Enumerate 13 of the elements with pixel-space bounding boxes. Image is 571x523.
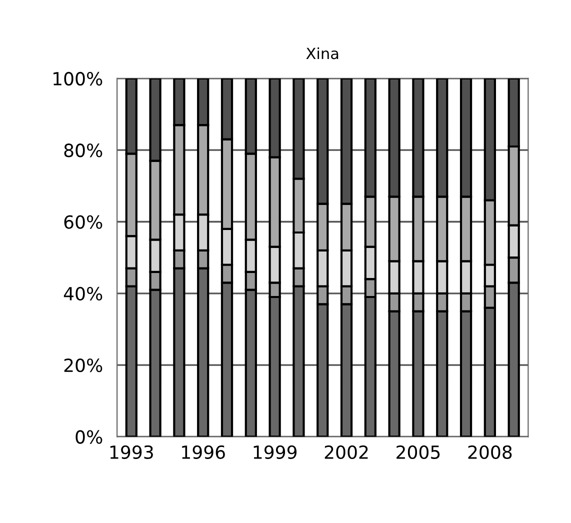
- y-tick-label: 80%: [64, 144, 102, 158]
- x-tick-label: 1996: [182, 445, 225, 460]
- y-tick-label: 40%: [64, 286, 102, 301]
- y-tick-label: 60%: [64, 215, 102, 229]
- x-tick-label: 1993: [110, 445, 153, 460]
- x-tick-label: 1999: [254, 445, 297, 460]
- y-tick-label: 0%: [76, 430, 102, 444]
- x-tick-label: 2008: [468, 445, 512, 460]
- y-tick-label: 100%: [54, 72, 102, 86]
- x-tick-label: 2002: [324, 445, 368, 460]
- chart-title: Xina: [306, 47, 338, 60]
- y-tick-label: 20%: [64, 358, 102, 372]
- x-tick-label: 2005: [396, 445, 440, 460]
